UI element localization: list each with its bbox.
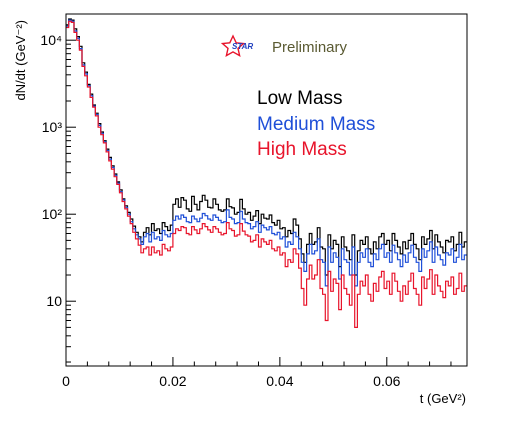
y-tick-label: 10⁴	[40, 32, 62, 48]
legend-item-low-mass: Low Mass	[257, 88, 343, 109]
x-tick-label: 0.02	[159, 373, 186, 389]
x-tick-label: 0.06	[373, 373, 400, 389]
series-line-high-mass	[66, 20, 467, 328]
y-tick-label: 10	[46, 293, 62, 309]
plot-frame	[65, 13, 468, 367]
series-layer	[66, 18, 467, 328]
x-tick-label: 0.04	[266, 373, 293, 389]
x-tick-label: 0	[62, 373, 70, 389]
y-tick-label: 10³	[42, 119, 63, 135]
axis-layer: 0 0.02 0.04 0.06 10 10² 10³ 10⁴	[40, 13, 452, 389]
x-axis-title: t (GeV²)	[420, 391, 466, 406]
legend: Low Mass Medium Mass High Mass	[257, 88, 375, 160]
preliminary-label: Preliminary	[272, 39, 348, 56]
legend-item-medium-mass: Medium Mass	[257, 114, 375, 135]
star-icon	[220, 34, 246, 57]
legend-item-high-mass: High Mass	[257, 139, 347, 160]
star-logo-text: STAR	[232, 42, 253, 51]
y-axis-title: dN/dt (GeV⁻²)	[13, 20, 28, 101]
star-logo: STAR	[220, 34, 253, 57]
y-tick-label: 10²	[42, 206, 63, 222]
